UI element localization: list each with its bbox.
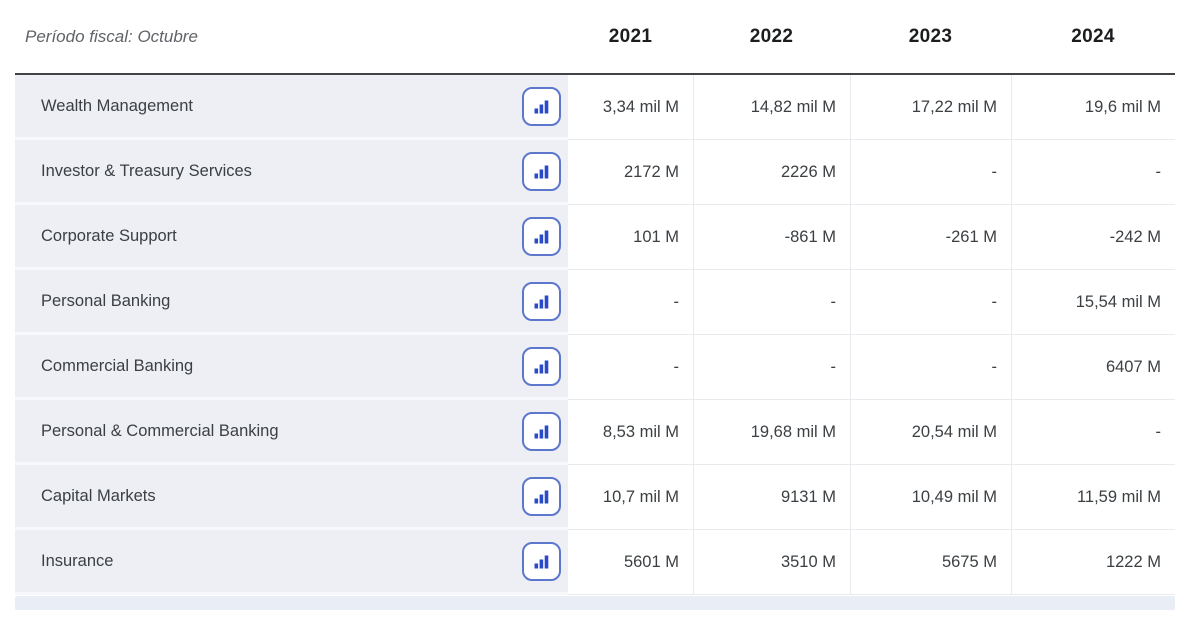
segment-name: Insurance xyxy=(41,551,114,570)
value-cell-2022: - xyxy=(693,335,850,400)
segment-label-cell: Corporate Support xyxy=(15,205,568,270)
value-cell-2022: 3510 M xyxy=(693,530,850,595)
value-cell-2023: - xyxy=(850,335,1011,400)
segment-name: Capital Markets xyxy=(41,486,156,505)
value-cell-2022: 9131 M xyxy=(693,465,850,530)
fiscal-period-label: Período fiscal: Octubre xyxy=(25,26,198,46)
segment-label-cell: Insurance xyxy=(15,530,568,595)
table-row: Investor & Treasury Services 2172 M 2226… xyxy=(15,140,1175,205)
bar-chart-icon xyxy=(534,360,549,373)
open-chart-button[interactable] xyxy=(522,281,561,321)
value-cell-2021: 5601 M xyxy=(568,530,693,595)
segment-label-cell: Investor & Treasury Services xyxy=(15,140,568,205)
value-cell-2021: 10,7 mil M xyxy=(568,465,693,530)
bar-chart-icon xyxy=(534,100,549,113)
segment-name: Corporate Support xyxy=(41,226,177,245)
segment-name: Personal Banking xyxy=(41,291,171,310)
table-body: Wealth Management 3,34 mil M 14,82 mil M… xyxy=(15,75,1175,595)
table-row: Wealth Management 3,34 mil M 14,82 mil M… xyxy=(15,75,1175,140)
table-header-row: Período fiscal: Octubre 2021 2022 2023 2… xyxy=(15,0,1175,75)
value-cell-2023: - xyxy=(850,140,1011,205)
value-cell-2021: - xyxy=(568,270,693,335)
value-cell-2022: 19,68 mil M xyxy=(693,400,850,465)
value-cell-2024: 11,59 mil M xyxy=(1011,465,1175,530)
table-row: Corporate Support 101 M -861 M -261 M -2… xyxy=(15,205,1175,270)
value-cell-2023: 5675 M xyxy=(850,530,1011,595)
segment-name: Commercial Banking xyxy=(41,356,194,375)
table-row: Insurance 5601 M 3510 M 5675 M 1222 M xyxy=(15,530,1175,595)
table-row: Capital Markets 10,7 mil M 9131 M 10,49 … xyxy=(15,465,1175,530)
segment-name: Wealth Management xyxy=(41,96,193,115)
open-chart-button[interactable] xyxy=(522,151,561,191)
value-cell-2023: -261 M xyxy=(850,205,1011,270)
segment-name: Investor & Treasury Services xyxy=(41,161,252,180)
value-cell-2024: 1222 M xyxy=(1011,530,1175,595)
year-column-header-2021: 2021 xyxy=(608,25,653,47)
segment-label-cell: Personal & Commercial Banking xyxy=(15,400,568,465)
segment-name: Personal & Commercial Banking xyxy=(41,421,279,440)
financial-segments-table: Período fiscal: Octubre 2021 2022 2023 2… xyxy=(15,0,1175,610)
bar-chart-icon xyxy=(534,230,549,243)
segment-label-cell: Commercial Banking xyxy=(15,335,568,400)
segment-label-cell: Capital Markets xyxy=(15,465,568,530)
table-bottom-strip xyxy=(15,596,1175,610)
value-cell-2023: 10,49 mil M xyxy=(850,465,1011,530)
value-cell-2021: 101 M xyxy=(568,205,693,270)
value-cell-2021: 8,53 mil M xyxy=(568,400,693,465)
table-row: Commercial Banking - - - 6407 M xyxy=(15,335,1175,400)
open-chart-button[interactable] xyxy=(522,86,561,126)
bar-chart-icon xyxy=(534,165,549,178)
value-cell-2023: 17,22 mil M xyxy=(850,75,1011,140)
segment-label-cell: Wealth Management xyxy=(15,75,568,140)
year-column-header-2023: 2023 xyxy=(908,25,953,47)
bar-chart-icon xyxy=(534,295,549,308)
bar-chart-icon xyxy=(534,425,549,438)
table-row: Personal & Commercial Banking 8,53 mil M… xyxy=(15,400,1175,465)
value-cell-2024: 6407 M xyxy=(1011,335,1175,400)
value-cell-2023: 20,54 mil M xyxy=(850,400,1011,465)
value-cell-2024: 15,54 mil M xyxy=(1011,270,1175,335)
year-column-header-2024: 2024 xyxy=(1071,25,1115,47)
open-chart-button[interactable] xyxy=(522,411,561,451)
bar-chart-icon xyxy=(534,555,549,568)
value-cell-2023: - xyxy=(850,270,1011,335)
table-row: Personal Banking - - - 15,54 mil M xyxy=(15,270,1175,335)
value-cell-2024: -242 M xyxy=(1011,205,1175,270)
open-chart-button[interactable] xyxy=(522,476,561,516)
open-chart-button[interactable] xyxy=(522,541,561,581)
value-cell-2022: 2226 M xyxy=(693,140,850,205)
segment-label-cell: Personal Banking xyxy=(15,270,568,335)
value-cell-2021: - xyxy=(568,335,693,400)
open-chart-button[interactable] xyxy=(522,346,561,386)
value-cell-2021: 3,34 mil M xyxy=(568,75,693,140)
value-cell-2024: - xyxy=(1011,140,1175,205)
open-chart-button[interactable] xyxy=(522,216,561,256)
value-cell-2024: 19,6 mil M xyxy=(1011,75,1175,140)
value-cell-2022: 14,82 mil M xyxy=(693,75,850,140)
bar-chart-icon xyxy=(534,490,549,503)
value-cell-2022: -861 M xyxy=(693,205,850,270)
value-cell-2021: 2172 M xyxy=(568,140,693,205)
value-cell-2022: - xyxy=(693,270,850,335)
value-cell-2024: - xyxy=(1011,400,1175,465)
year-column-header-2022: 2022 xyxy=(749,25,794,47)
